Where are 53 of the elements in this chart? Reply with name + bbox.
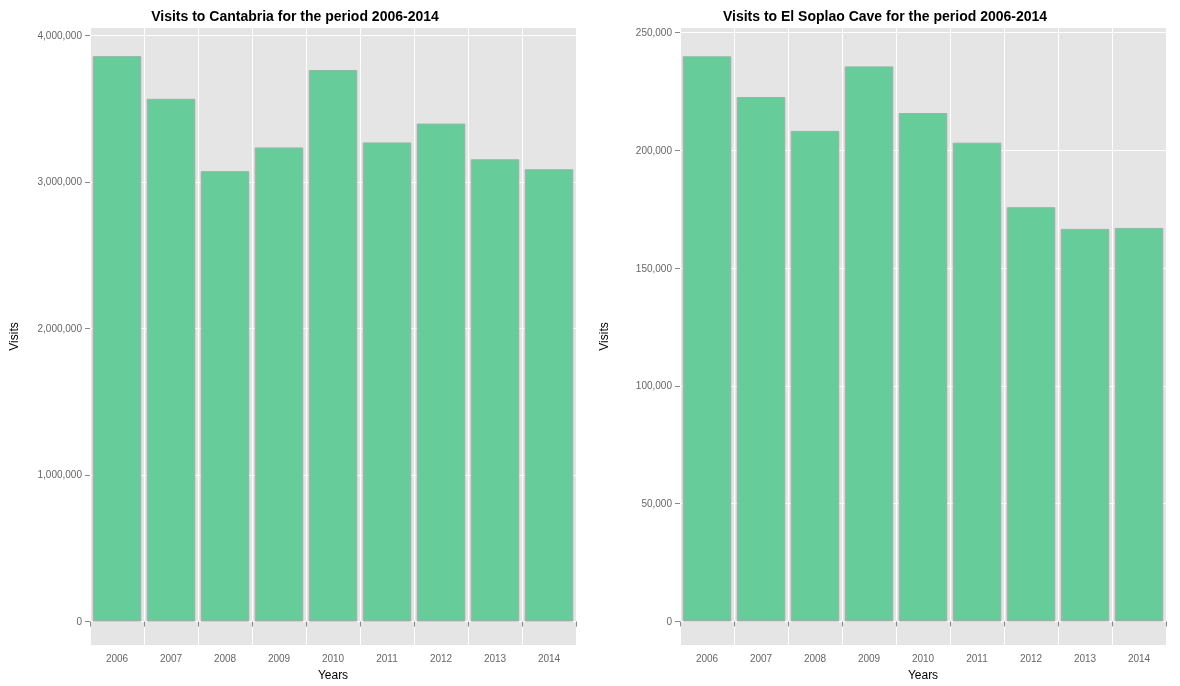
y-tick-label: 3,000,000 (37, 176, 83, 188)
bar (308, 70, 358, 622)
x-tick-label: 2007 (159, 652, 183, 664)
bar (254, 147, 304, 622)
x-tick-label: 2010 (911, 652, 935, 664)
x-tick-label: 2009 (267, 652, 291, 664)
x-tick-label: 2007 (749, 652, 773, 664)
x-tick-label: 2012 (429, 652, 453, 664)
y-axis-title: Visits (597, 322, 611, 351)
x-tick-label: 2013 (1073, 652, 1097, 664)
y-tick-label: 100,000 (635, 380, 673, 392)
x-tick-label: 2009 (857, 652, 881, 664)
y-tick-label: 0 (666, 615, 673, 627)
y-tick-label: 2,000,000 (37, 322, 83, 334)
x-tick-label: 2013 (483, 652, 507, 664)
x-tick-label: 2008 (213, 652, 237, 664)
bar (1006, 207, 1056, 622)
bar (92, 56, 142, 622)
chart-title: Visits to Cantabria for the period 2006-2014 (151, 8, 440, 24)
y-tick-label: 250,000 (635, 27, 673, 39)
y-tick-label: 4,000,000 (37, 29, 83, 41)
x-tick-label: 2012 (1019, 652, 1043, 664)
x-tick-label: 2011 (376, 652, 399, 664)
bar (416, 123, 466, 622)
x-tick-label: 2006 (695, 652, 719, 664)
x-tick-label: 2011 (966, 652, 989, 664)
x-tick-label: 2014 (537, 652, 561, 664)
chart-title: Visits to El Soplao Cave for the period 2006-2014 (722, 8, 1048, 24)
bar (790, 130, 840, 622)
y-axis-title: Visits (7, 322, 21, 351)
bar (470, 159, 520, 622)
bar (362, 142, 412, 622)
bar (682, 56, 732, 622)
y-tick-label: 50,000 (641, 498, 673, 510)
bar (1114, 227, 1164, 622)
x-tick-label: 2010 (321, 652, 345, 664)
x-tick-label: 2008 (803, 652, 827, 664)
bar (1060, 228, 1110, 622)
y-tick-label: 200,000 (635, 144, 673, 156)
x-tick-label: 2014 (1127, 652, 1151, 664)
y-tick-label: 150,000 (635, 262, 673, 274)
bar (898, 113, 948, 622)
y-tick-label: 1,000,000 (37, 469, 83, 481)
x-axis-title: Years (907, 668, 939, 682)
bar (844, 66, 894, 622)
x-axis-title: Years (317, 668, 349, 682)
bar (200, 171, 250, 622)
x-tick-label: 2006 (105, 652, 129, 664)
bar (146, 98, 196, 622)
bar (952, 142, 1002, 622)
y-tick-label: 0 (76, 616, 83, 628)
bar (524, 169, 574, 622)
bar (736, 97, 786, 622)
